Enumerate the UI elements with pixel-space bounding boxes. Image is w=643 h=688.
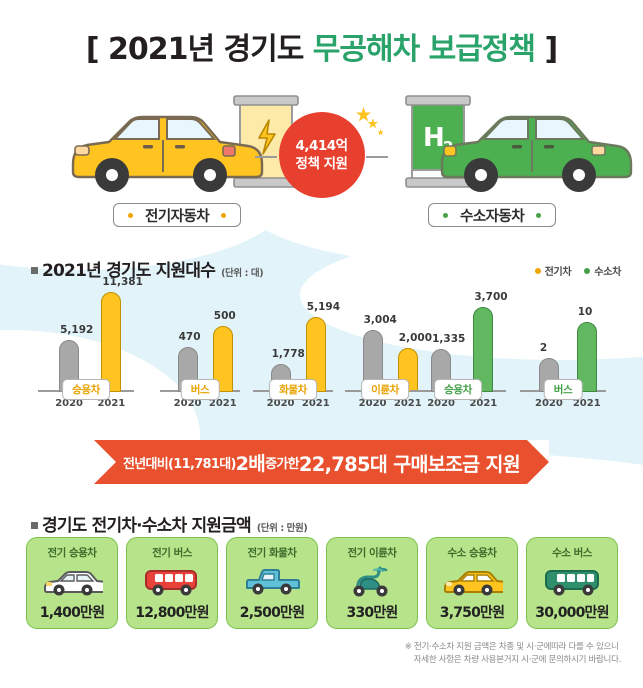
card-amount: 12,800만원	[135, 605, 209, 621]
legend-item-ev: 전기차	[534, 263, 572, 278]
bar-group: 2 2020 10 2021 버스	[520, 285, 606, 420]
bar-category-pill: 승용차	[434, 379, 482, 400]
card-amount: 30,000만원	[535, 605, 609, 621]
section-heading-support-count: 2021년 경기도 지원대수 (단위 : 대)	[31, 256, 264, 281]
ribbon-text-increase: 증가한	[265, 456, 299, 472]
ribbon-text-total: 22,785대 구매보조금 지원	[298, 452, 521, 476]
section2-unit: (단위 : 만원)	[256, 523, 308, 534]
page-title-highlight: 무공해차 보급정책	[312, 32, 536, 67]
summary-ribbon-banner: 전년대비(11,781대) 2배 증가한 22,785대 구매보조금 지원	[94, 440, 549, 484]
connector-line-right	[366, 156, 388, 158]
truck-blue-icon	[241, 560, 303, 602]
bar: 11,381	[101, 276, 143, 392]
bar-group: 1,335 2020 3,700 2021 승용차	[410, 285, 508, 420]
card-title: 수소 버스	[552, 547, 592, 559]
ev-dot-right-icon	[221, 212, 227, 218]
legend-label-ev: 전기차	[544, 267, 572, 278]
page-title-prefix: [ 2021년 경기도	[85, 32, 313, 67]
bullet-square-icon	[31, 267, 38, 274]
ev-dot-left-icon	[128, 212, 133, 218]
chart-legend: 전기차 수소차	[534, 263, 621, 278]
page-title: [ 2021년 경기도 무공해차 보급정책 ]	[0, 24, 643, 68]
footnote-line-2: 자세한 사항은 차량 사용본거지 시·군에 문의하시기 바랍니다.	[413, 654, 622, 665]
support-amount-label: 정책 지원	[295, 156, 348, 172]
card-title: 전기 승용차	[47, 547, 97, 559]
bar-value-label: 11,381	[102, 276, 143, 288]
bus-green-icon	[541, 560, 603, 602]
legend-dot-hydrogen-icon	[584, 267, 591, 274]
bar-value-label: 1,778	[271, 348, 305, 360]
hydrogen-vehicle-label-text: 수소자동차	[460, 208, 525, 225]
bar-group: 1,778 2020 5,194 2021 화물차	[253, 285, 340, 420]
scooter-teal-icon	[346, 560, 398, 602]
bar-value-label: 10	[577, 306, 593, 318]
bar-value-label: 1,335	[432, 333, 466, 345]
card-amount: 3,750만원	[439, 605, 505, 621]
ev-vehicle-label-text: 전기자동차	[145, 208, 210, 225]
support-amount-card: 전기 버스 12,800만원	[126, 537, 218, 629]
support-amount-value: 4,414억	[295, 137, 348, 154]
bar-value-label: 5,192	[60, 324, 94, 336]
bar-value-label: 3,700	[474, 291, 508, 303]
support-amount-card: 수소 버스 30,000만원	[526, 537, 618, 629]
bar-column: 11,381 2021	[97, 276, 143, 409]
support-amount-badge: 4,414억 정책 지원	[278, 112, 365, 198]
bullet-square-icon-2	[31, 522, 38, 529]
support-amount-card: 전기 승용차 1,400만원	[26, 537, 118, 629]
bar-value-label: 500	[213, 310, 236, 322]
bar-category-pill: 승용차	[62, 379, 110, 400]
bar-group: 5,192 2020 11,381 2021 승용차	[38, 276, 143, 420]
bar-category-pill: 버스	[180, 379, 220, 400]
hydrogen-illustration: H 2	[405, 95, 633, 192]
footnote: ※ 전기·수소차 지원 금액은 차종 및 시·군에따라 다를 수 있으니 자세한…	[404, 641, 622, 667]
svg-text:H: H	[423, 123, 445, 153]
support-count-bar-chart: 5,192 2020 11,381 2021 승용차 470 2020 500 2021 버스 1,…	[0, 276, 643, 420]
card-title: 전기 이륜차	[347, 547, 397, 559]
ribbon-text-multiplier: 2배	[235, 452, 266, 475]
car-white-icon	[41, 560, 103, 602]
card-amount: 330만원	[346, 605, 399, 621]
bus-red-icon	[141, 560, 203, 602]
card-amount: 2,500만원	[239, 605, 305, 621]
sparkle-icon-medium: ★	[367, 117, 379, 132]
legend-label-hydrogen: 수소차	[594, 267, 621, 278]
bar-value-label: 3,004	[363, 314, 397, 326]
support-amount-card: 전기 화물차 2,500만원	[226, 537, 318, 629]
footnote-line-1: ※ 전기·수소차 지원 금액은 차종 및 시·군에따라 다를 수 있으니	[404, 642, 619, 652]
bar-value-label: 2	[539, 342, 548, 354]
section-heading-support-amount: 경기도 전기차·수소차 지원금액 (단위 : 만원)	[31, 511, 308, 536]
card-title: 전기 화물차	[247, 547, 297, 559]
car-yellow-icon	[441, 560, 503, 602]
bar-category-pill: 이륜차	[361, 379, 409, 400]
bar-value-label: 5,194	[306, 301, 341, 313]
connector-line-left	[255, 156, 277, 158]
sparkle-icon-small: ★	[377, 128, 385, 137]
section2-heading-text: 경기도 전기차·수소차 지원금액	[42, 516, 252, 536]
page-title-suffix: ]	[535, 32, 558, 67]
card-title: 수소 승용차	[447, 547, 497, 559]
bar-value-label: 470	[178, 331, 201, 343]
card-amount: 1,400만원	[39, 605, 105, 621]
legend-dot-ev-icon	[534, 267, 541, 274]
bar-category-pill: 버스	[543, 379, 583, 400]
section1-unit: (단위 : 대)	[221, 268, 264, 279]
ribbon-text-prev-year: 전년대비(11,781대)	[123, 456, 236, 472]
legend-item-hydrogen: 수소차	[584, 263, 621, 278]
bar-group: 470 2020 500 2021 버스	[160, 285, 240, 420]
hydrogen-vehicle-label: 수소자동차	[428, 203, 557, 227]
h2-dot-right-icon	[536, 212, 542, 218]
ev-vehicle-label: 전기자동차	[113, 203, 242, 227]
bar-category-pill: 화물차	[269, 379, 317, 400]
support-amount-card-list: 전기 승용차 1,400만원 전기 버스 12,800만원 전기 화물차 2,500만원 전…	[26, 537, 618, 629]
support-amount-card: 전기 이륜차 330만원	[326, 537, 418, 629]
h2-dot-left-icon	[443, 212, 448, 218]
sparkle-icon-large: ★	[355, 104, 373, 126]
card-title: 전기 버스	[152, 547, 192, 559]
support-amount-card: 수소 승용차 3,750만원	[426, 537, 518, 629]
